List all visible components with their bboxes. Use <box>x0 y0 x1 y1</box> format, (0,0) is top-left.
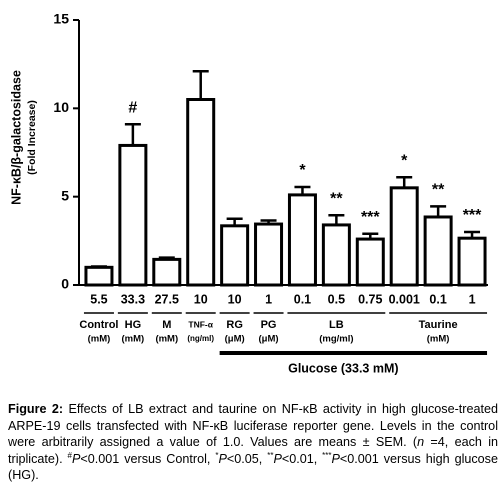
x-tick-label: 1 <box>469 292 476 306</box>
caption-text: n <box>417 435 425 449</box>
caption-text: <0.001 versus high glucose (HG). <box>8 451 498 483</box>
bar <box>355 237 385 287</box>
x-tick-label: 0.5 <box>328 292 345 306</box>
bar <box>152 257 182 287</box>
chart: 0 5 10 15 NF-κB/β-galactosidase (Fold Increas… <box>9 11 488 375</box>
caption-label: Figure 2: <box>8 402 64 416</box>
group-unit: (ng/ml) <box>187 334 214 343</box>
caption-text: * <box>215 450 219 460</box>
group-unit: (μM) <box>225 334 245 345</box>
bar <box>389 186 419 287</box>
bar <box>423 215 453 287</box>
x-tick-label: 0.001 <box>389 292 420 306</box>
caption-text: P <box>273 451 282 466</box>
group-label: M <box>162 319 171 331</box>
y-tick-label: 10 <box>53 99 69 115</box>
group-label: TNF-α <box>188 319 213 329</box>
bar <box>321 223 351 287</box>
group-unit: (mM) <box>122 334 145 345</box>
group-unit: (μM) <box>259 334 279 345</box>
bar <box>254 222 284 287</box>
y-tick-label: 15 <box>53 11 69 27</box>
y-tick-label: 0 <box>61 276 69 292</box>
group-unit: (mM) <box>155 334 178 345</box>
group-unit: (mM) <box>427 334 450 345</box>
x-tick-label: 1 <box>265 292 272 306</box>
caption-text: =4, each in triplicate). <box>8 435 498 466</box>
significance-label: # <box>128 99 137 116</box>
glucose-label: Glucose (33.3 mM) <box>288 361 398 375</box>
group-label: Control <box>79 319 118 331</box>
significance-label: *** <box>463 207 482 224</box>
caption-text: # <box>67 450 72 460</box>
x-tick-label: 10 <box>228 292 242 306</box>
x-tick-label: 10 <box>194 292 208 306</box>
significance-label: ** <box>432 182 445 199</box>
bar <box>220 224 250 287</box>
x-tick-label: 33.3 <box>121 292 145 306</box>
group-label: RG <box>226 319 243 331</box>
caption-text: *** <box>322 450 332 460</box>
caption-text: Effects of LB extract and taurine on NF-… <box>8 402 498 449</box>
group-unit: (mg/ml) <box>319 334 353 345</box>
bar <box>118 143 148 287</box>
y-tick-label: 5 <box>61 187 69 203</box>
group-label: LB <box>329 319 344 331</box>
x-tick-label: 27.5 <box>155 292 179 306</box>
significance-label: * <box>299 162 306 179</box>
bar <box>186 98 216 287</box>
caption-text: P <box>218 451 227 466</box>
caption-text: <0.001 versus Control, <box>80 451 216 466</box>
x-tick-label: 5.5 <box>90 292 107 306</box>
significance-label: ** <box>330 190 343 207</box>
caption-text: P <box>72 451 81 466</box>
x-tick-label: 0.1 <box>429 292 446 306</box>
figure-caption: Figure 2: Effects of LB extract and taur… <box>8 401 498 484</box>
group-unit: (mM) <box>88 334 111 345</box>
bar <box>84 265 114 287</box>
significance-label: *** <box>361 209 380 226</box>
bar <box>287 193 317 287</box>
caption-text: <0.01, <box>281 451 323 466</box>
bar <box>457 236 487 287</box>
x-tick-label: 0.1 <box>294 292 311 306</box>
y-axis-sublabel: (Fold Increase) <box>26 100 38 175</box>
caption-text: P <box>331 451 340 466</box>
group-label: HG <box>125 319 142 331</box>
caption-text: ** <box>267 450 274 460</box>
caption-text: <0.05, <box>226 451 268 466</box>
group-label: PG <box>261 319 277 331</box>
y-axis-label: NF-κB/β-galactosidase <box>9 70 23 205</box>
x-tick-label: 0.75 <box>358 292 382 306</box>
group-label: Taurine <box>419 319 458 331</box>
significance-label: * <box>401 152 408 169</box>
